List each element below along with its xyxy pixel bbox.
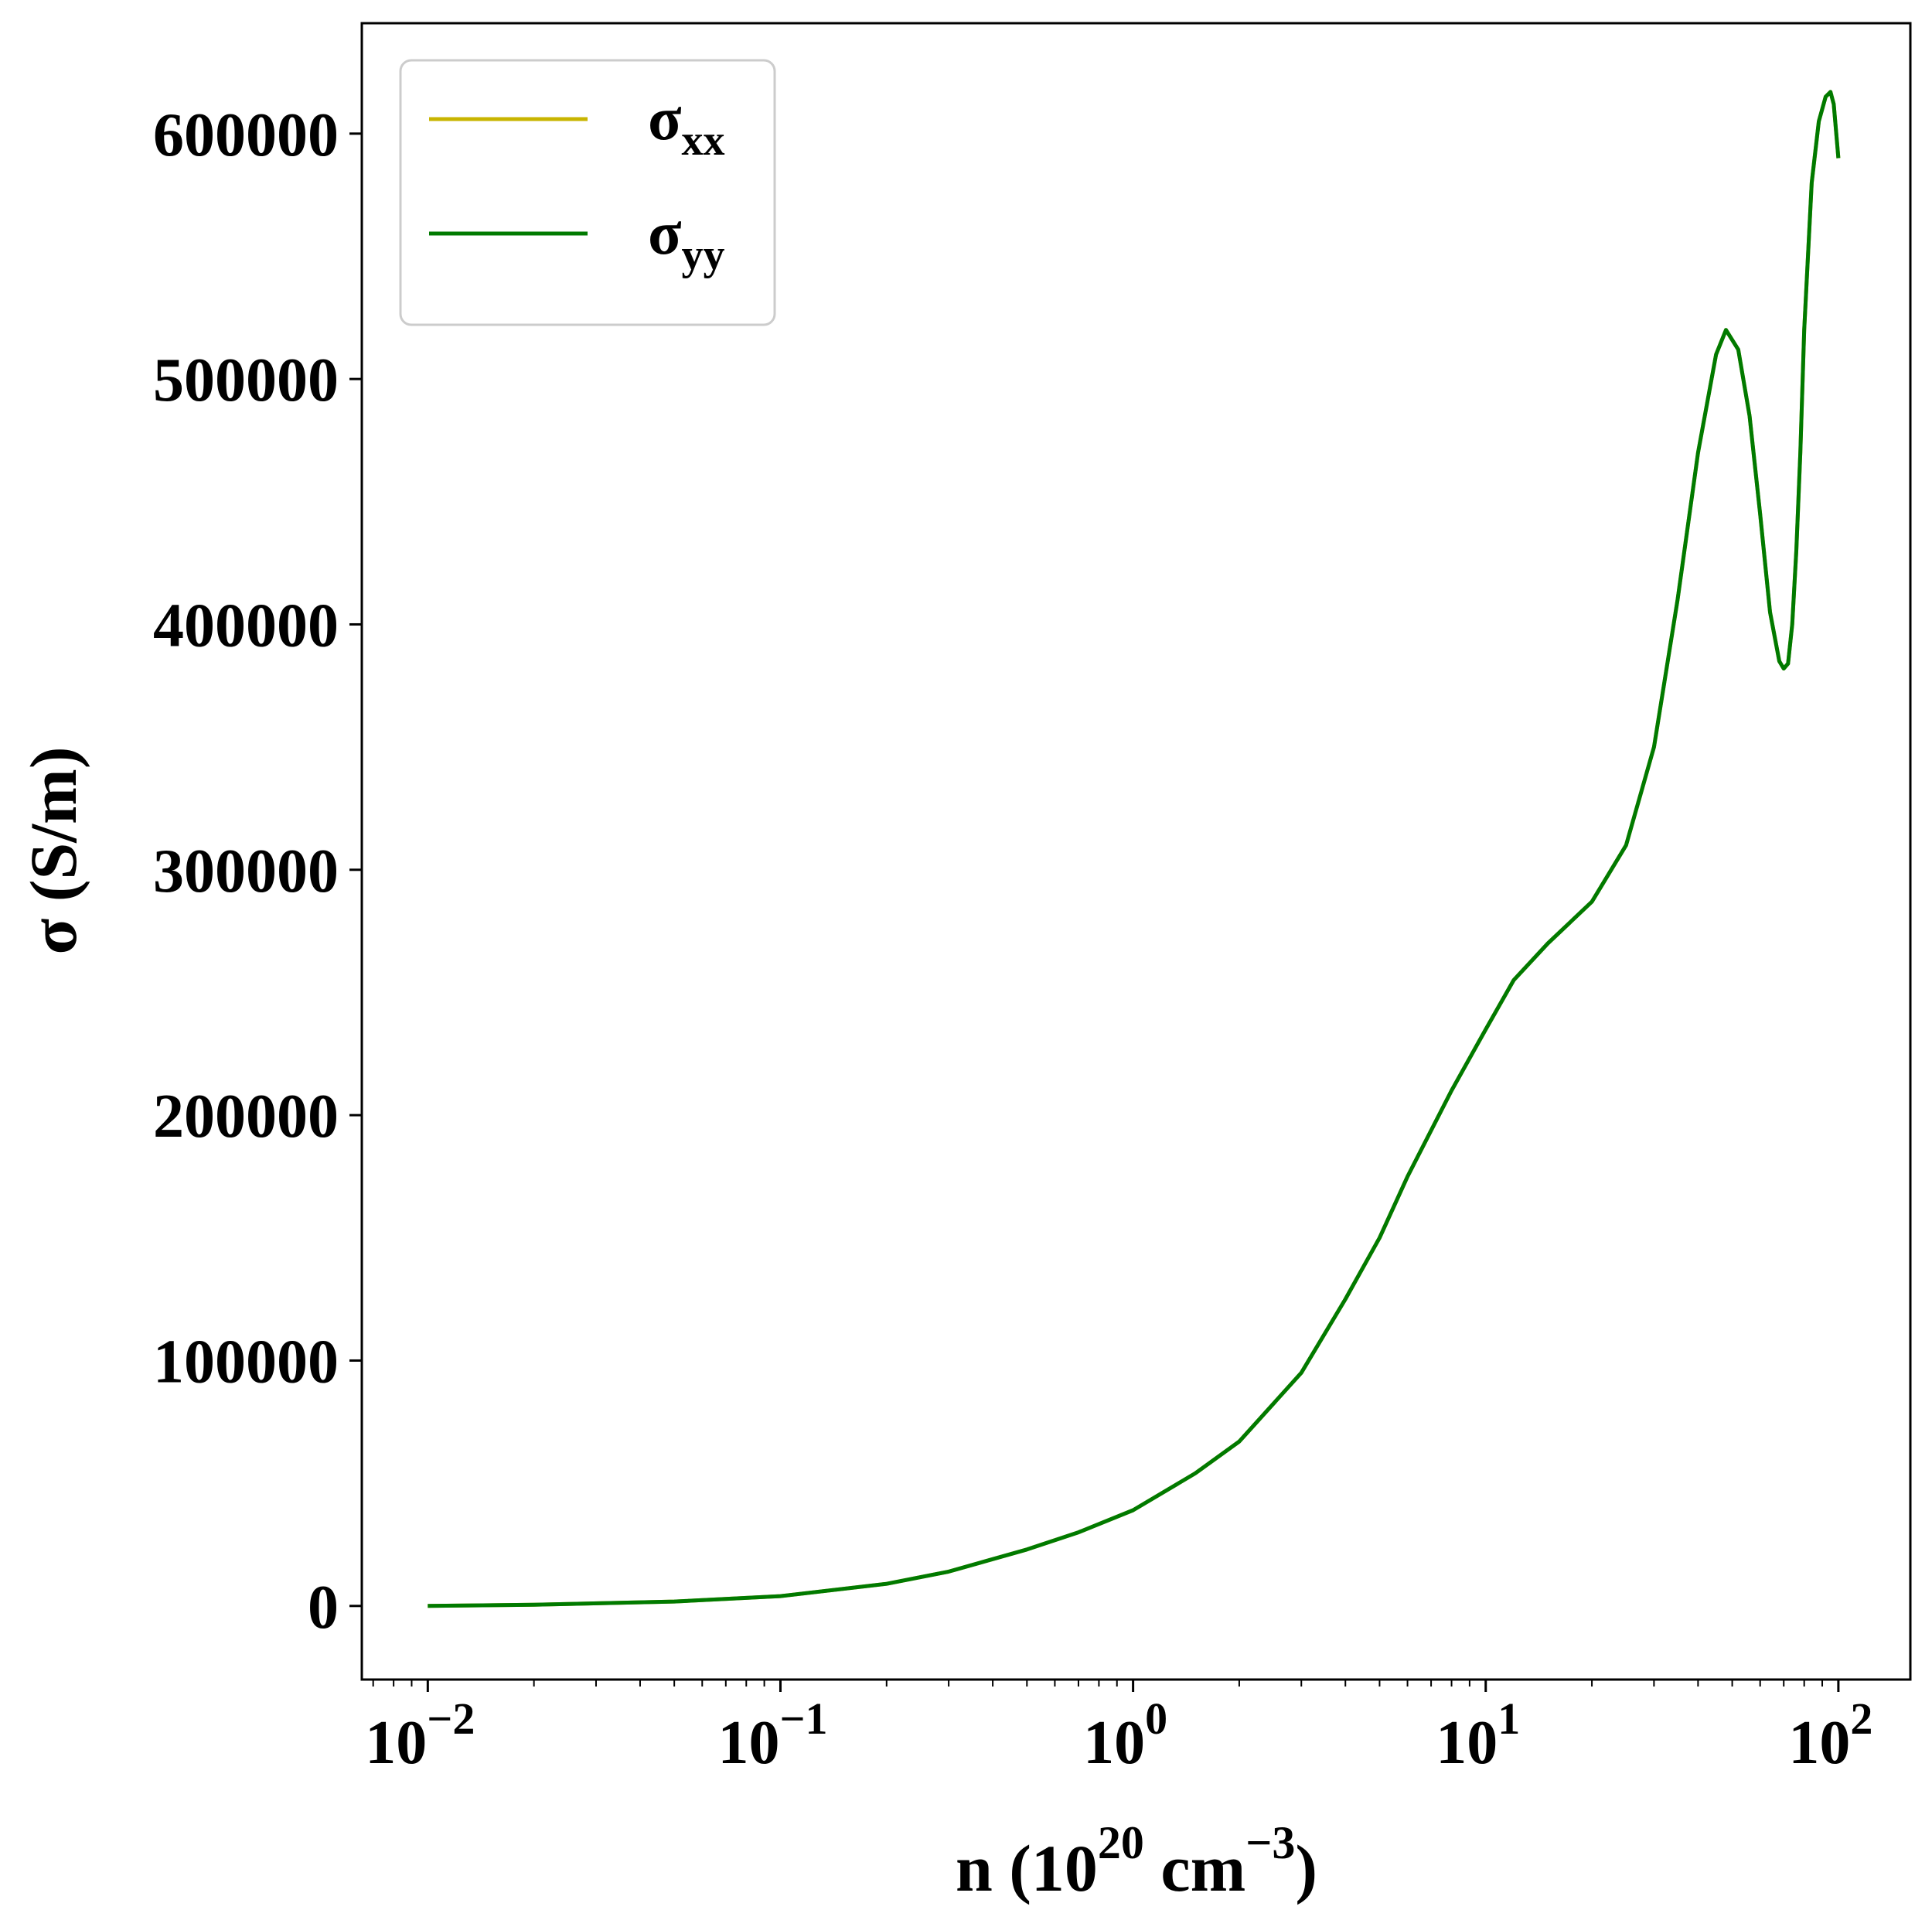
x-tick-label: 10−1 (717, 1693, 827, 1777)
legend: σxx σyy (399, 59, 776, 326)
plot-frame (360, 22, 1912, 1681)
ticks-layer: 0 100000 200000 300000 400000 500000 600000 10−… (153, 101, 1872, 1777)
legend-label-sigma-xx: σxx (648, 85, 725, 165)
y-tick-label: 400000 (153, 592, 339, 660)
y-tick-label: 300000 (153, 837, 339, 906)
y-tick-label: 0 (308, 1574, 339, 1642)
x-tick-label: 10−2 (365, 1693, 475, 1777)
y-tick-label: 200000 (153, 1083, 339, 1151)
x-tick-label: 100 (1083, 1693, 1167, 1777)
y-axis-label: σ (S/m) (16, 747, 90, 955)
x-tick-label: 102 (1788, 1693, 1872, 1777)
x-axis-label: n (1020 cm−3) (956, 1817, 1317, 1905)
x-tick-label: 101 (1436, 1693, 1520, 1777)
y-tick-label: 500000 (153, 346, 339, 414)
y-tick-label: 100000 (153, 1328, 339, 1396)
legend-label-sigma-yy: σyy (648, 200, 725, 279)
series-layer (428, 90, 1841, 1608)
legend-box (399, 59, 776, 326)
series-line-yy (428, 90, 1841, 1608)
y-tick-label: 600000 (153, 101, 339, 169)
